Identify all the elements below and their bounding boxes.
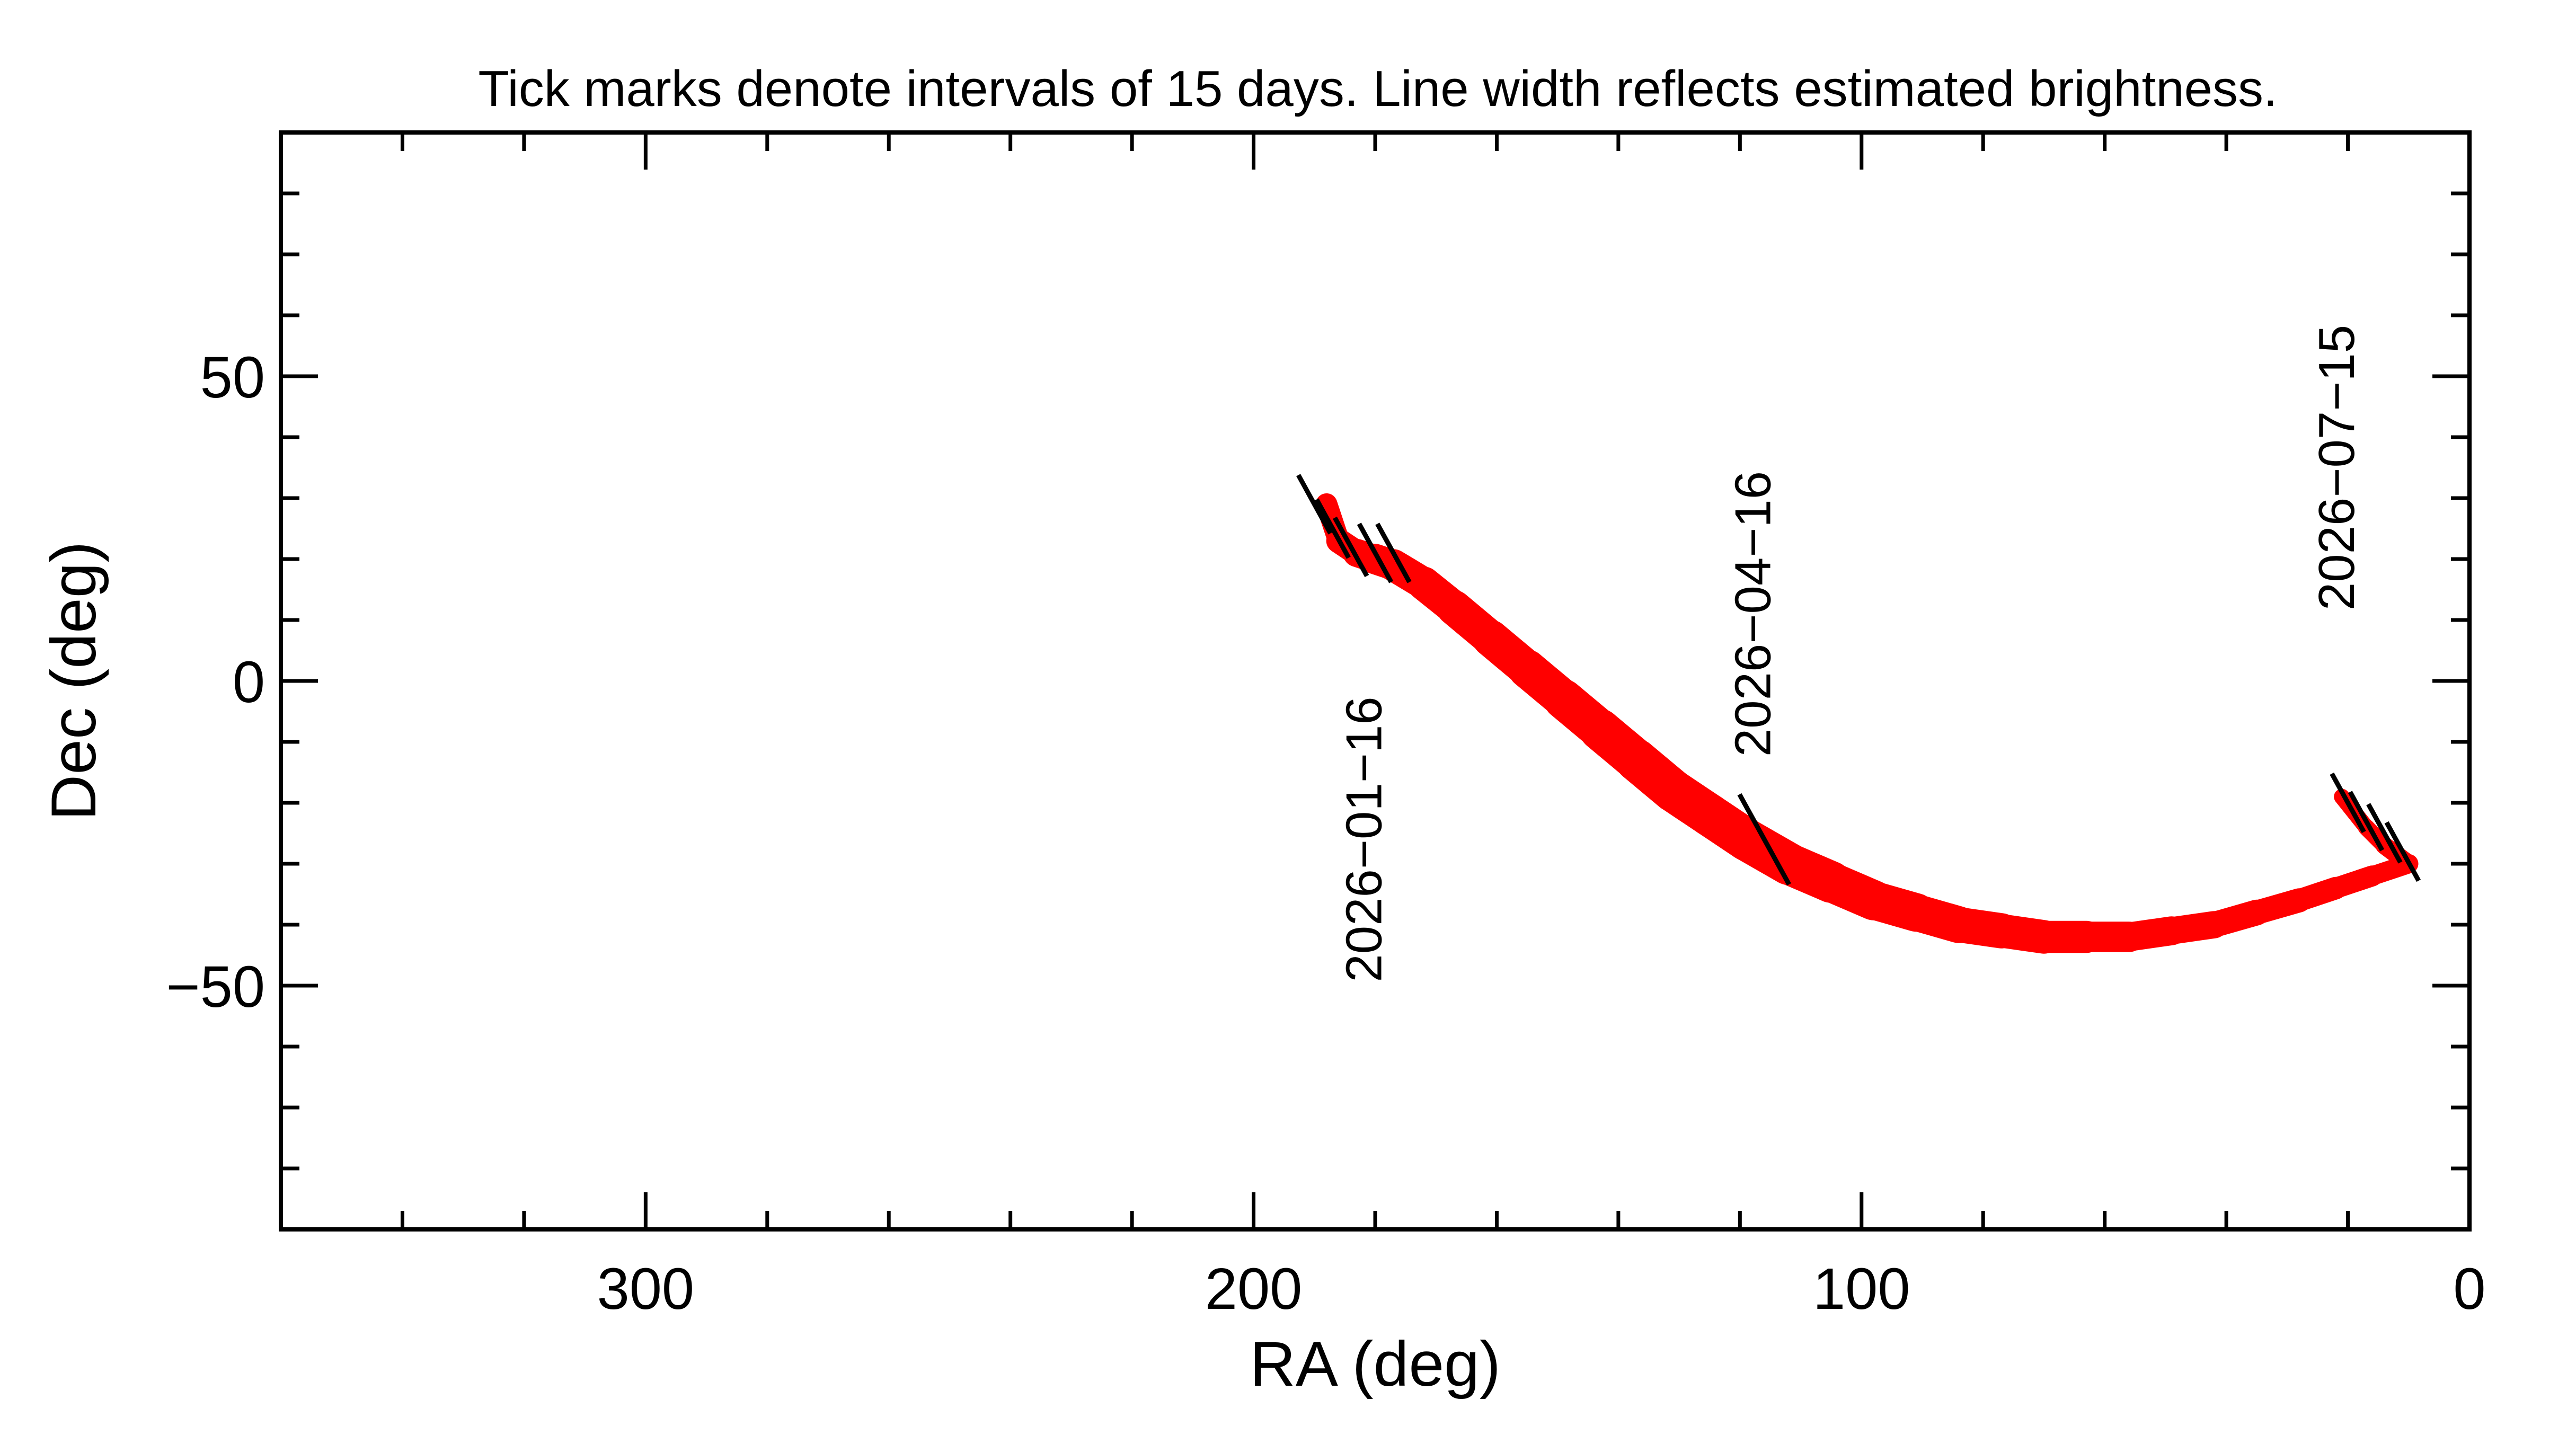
x-tick-label: 200 [1205, 1256, 1303, 1322]
trajectory-point [2070, 921, 2102, 953]
date-annotation: 2026−01−16 [1335, 696, 1392, 982]
interval-tick-mark [2366, 803, 2403, 864]
x-tick-label: 300 [597, 1256, 695, 1322]
axis-ticks: 300 200 100 0 50 0 −50 [166, 130, 2486, 1322]
trajectory-point [2201, 911, 2228, 938]
x-tick-label: 0 [2453, 1256, 2485, 1322]
trajectory-point [1407, 567, 1440, 600]
interval-tick-mark [1375, 522, 1412, 583]
date-annotation: 2026−07−15 [2308, 325, 2365, 610]
trajectory-point [2244, 900, 2269, 925]
trajectory-point [1897, 893, 1935, 932]
trajectory-point [1652, 769, 1695, 812]
trajectory-point [2362, 866, 2383, 886]
trajectory-point [2287, 889, 2311, 912]
trajectory-point [1688, 794, 1731, 836]
trajectory-point [2325, 877, 2347, 899]
interval-tick-mark [1737, 793, 1791, 886]
trajectory-point [2027, 920, 2060, 953]
trajectory-point [2157, 917, 2186, 945]
interval-tick-mark [1332, 516, 1369, 578]
y-axis-label: Dec (deg) [38, 542, 109, 821]
trajectory-point [1472, 620, 1509, 657]
interval-tick-mark [1314, 498, 1351, 559]
y-tick-label: −50 [166, 954, 265, 1020]
interval-tick-marks [1296, 474, 2421, 886]
date-annotation: 2026−04−16 [1725, 471, 1782, 757]
trajectory-point [1544, 679, 1583, 719]
trajectory-point [1437, 590, 1472, 625]
trajectory-point [1810, 862, 1852, 902]
y-tick-label: 50 [200, 345, 265, 410]
interval-tick-mark [1357, 522, 1394, 583]
trajectory-point [1508, 650, 1546, 688]
trajectory-point [1941, 907, 1977, 943]
y-tick-label: 0 [233, 650, 265, 715]
trajectory-point [2114, 922, 2144, 952]
x-tick-label: 100 [1813, 1256, 1910, 1322]
x-axis-label: RA (deg) [1250, 1328, 1501, 1399]
trajectory-point [1984, 914, 2019, 948]
trajectory-point [1579, 709, 1621, 750]
interval-tick-mark [2384, 821, 2421, 882]
chart-title: Tick marks denote intervals of 15 days. … [478, 60, 2277, 117]
date-annotations: 2026−01−16 2026−04−16 2026−07−15 [1335, 325, 2365, 982]
trajectory-point [1854, 881, 1893, 920]
trajectory-point [1724, 818, 1767, 861]
interval-tick-mark [1296, 474, 1333, 535]
plot-frame [279, 130, 2472, 1232]
trajectory-point [1615, 739, 1658, 782]
interval-tick-mark [2330, 772, 2366, 834]
interval-tick-mark [2348, 791, 2385, 852]
trajectory-point [1767, 843, 1810, 885]
